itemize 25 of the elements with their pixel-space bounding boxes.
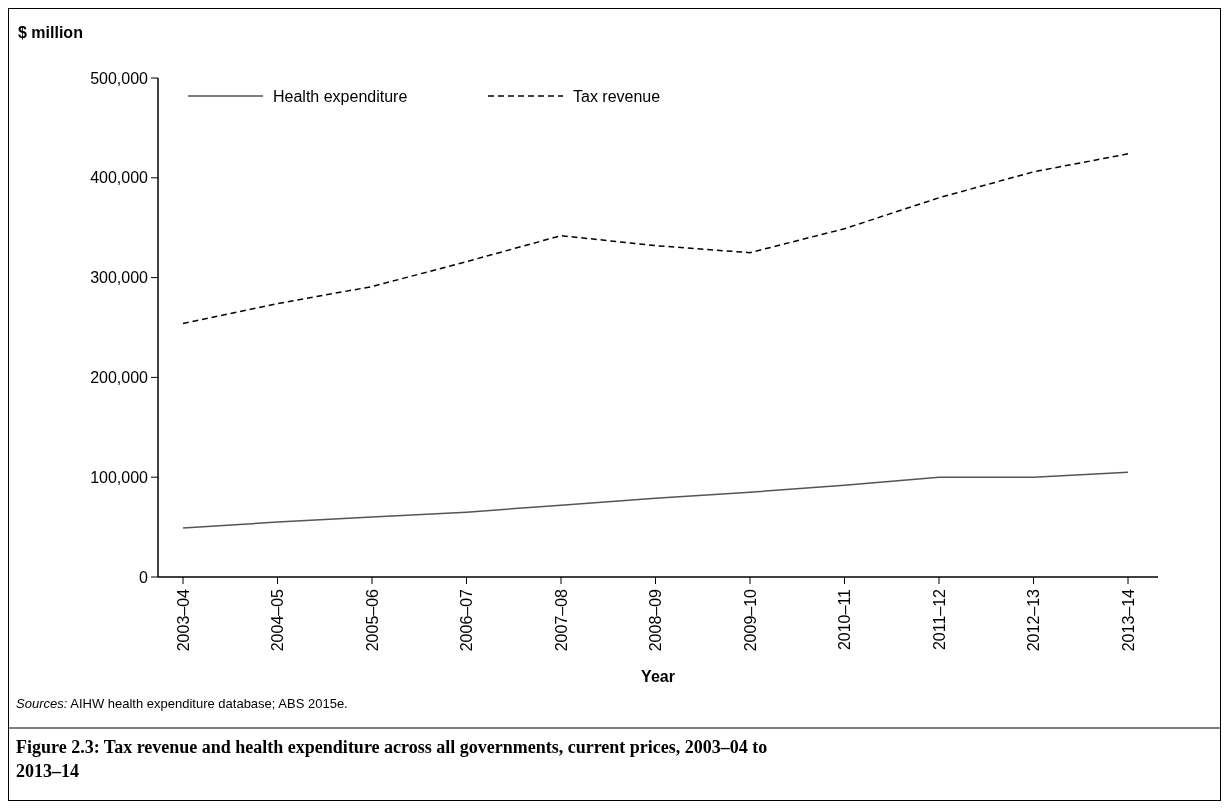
x-tick-label: 2008–09 [647,588,665,652]
source-note: Sources: AIHW health expenditure database; ABS 2015e. [16,696,348,711]
line-series [182,471,1129,529]
x-tick-label: 2011–12 [930,588,948,651]
y-tick-label: 100,000 [90,468,149,486]
text: Figure 2.3: Tax revenue and health expenditure across all governments, current prices, 2003–04 to 2013–14 [16,737,768,781]
x-tick-label: 2005–06 [363,588,381,652]
x-tick-label: 2013–14 [1119,588,1137,652]
legend-label: Tax revenue [573,87,661,105]
y-tick-label: 500,000 [90,69,149,87]
x-tick-label: 2003–04 [174,588,192,652]
x-tick-label: 2010–11 [836,588,854,651]
x-axis-title: Year [641,668,675,685]
y-tick-label: 300,000 [90,269,149,287]
x-tick-label: 2007–08 [552,588,570,652]
x-tick-label: 2012–13 [1025,588,1043,652]
x-tick-label: 2004–05 [269,588,287,652]
x-tick-label: 2006–07 [458,588,476,652]
y-tick-label: 200,000 [90,369,149,386]
y-tick-label: 0 [139,568,149,586]
line-series [182,153,1129,325]
x-tick-label: 2009–10 [741,588,759,652]
y-axis-title: $ million [18,24,83,41]
legend-label: Health expenditure [273,87,408,105]
y-tick-label: 400,000 [90,169,149,187]
